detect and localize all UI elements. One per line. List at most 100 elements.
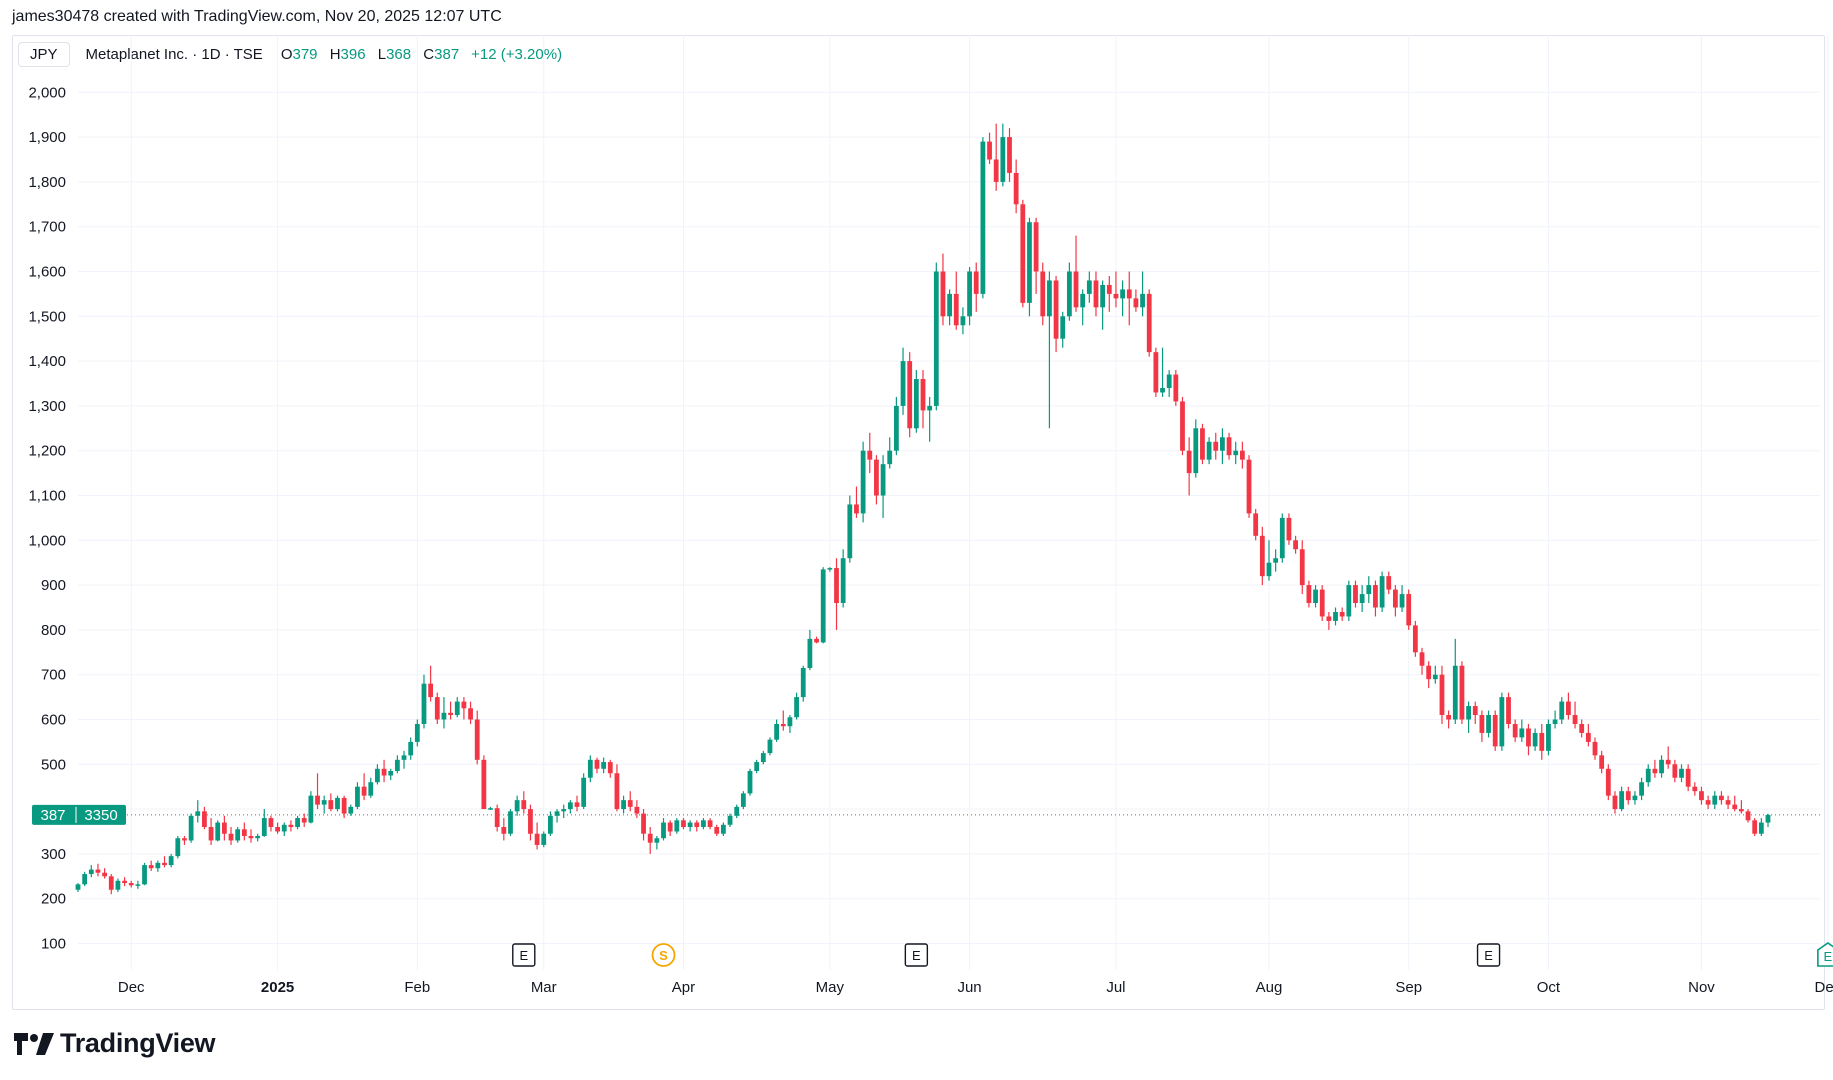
candle-body: [814, 638, 819, 643]
candle-body: [255, 835, 261, 839]
candle-body: [541, 833, 547, 845]
candle-body: [1346, 585, 1352, 617]
candle-body: [1286, 517, 1292, 541]
candle-body: [893, 405, 899, 451]
candle-body: [102, 872, 108, 877]
x-tick-label: Dec: [1815, 979, 1833, 996]
candle-body: [528, 809, 533, 834]
candle-body: [1386, 576, 1392, 590]
candle-body: [1585, 732, 1591, 742]
candle-body: [128, 883, 134, 886]
candle-body: [1412, 625, 1418, 653]
candle-body: [388, 771, 394, 776]
x-tick-label: Mar: [531, 979, 557, 996]
symbol-legend: JPY Metaplanet Inc. · 1D · TSE O379 H396…: [18, 41, 562, 67]
candle-body: [554, 811, 560, 816]
candle-body: [88, 869, 94, 875]
candle-body: [295, 818, 300, 828]
candle-body: [82, 874, 88, 885]
candle-body: [454, 701, 460, 716]
candle-body: [1120, 289, 1126, 299]
chart-credit: james30478 created with TradingView.com,…: [12, 8, 502, 25]
candle-body: [421, 683, 427, 724]
candle-body: [647, 833, 653, 843]
candle-body: [321, 800, 327, 805]
candle-body: [1246, 459, 1252, 514]
candle-body: [1539, 732, 1545, 751]
candle-body: [940, 271, 946, 317]
candle-body: [1233, 450, 1239, 456]
candle-body: [508, 811, 513, 834]
y-tick-label: 1,900: [28, 129, 66, 146]
candle-body: [474, 719, 480, 760]
candle-body: [947, 293, 953, 317]
open-value: 379: [292, 45, 318, 63]
last-price-tag: [32, 804, 126, 825]
candle-body: [854, 504, 859, 514]
candle-body: [1113, 293, 1119, 299]
candle-body: [581, 777, 587, 807]
candle-body: [1665, 759, 1671, 765]
candle-body: [1725, 800, 1731, 805]
candle-body: [1047, 280, 1052, 317]
candle-body: [1173, 374, 1179, 402]
candle-body: [308, 795, 314, 823]
candle-body: [188, 815, 194, 841]
candle-body: [1326, 616, 1332, 621]
candle-body: [521, 800, 527, 810]
x-tick-label: 2025: [261, 979, 294, 996]
candle-body: [1599, 755, 1605, 769]
candle-body: [1406, 594, 1412, 626]
candle-body: [1186, 450, 1192, 474]
candle-body: [1153, 352, 1159, 393]
earnings-event-label: E: [912, 948, 921, 963]
x-tick-label: Dec: [118, 979, 145, 996]
candle-body: [1040, 271, 1046, 317]
candle-body: [1652, 768, 1658, 774]
candle-body: [1299, 549, 1305, 586]
y-tick-label: 1,700: [28, 219, 66, 236]
candle-body: [667, 822, 673, 832]
candle-body: [228, 833, 234, 841]
y-tick-label: 1,800: [28, 174, 66, 191]
y-tick-label: 300: [41, 846, 66, 863]
candle-body: [1093, 280, 1099, 308]
candle-body: [1066, 271, 1072, 317]
candle-body: [1712, 795, 1718, 805]
low-value: 368: [386, 45, 412, 63]
y-tick-label: 100: [41, 936, 66, 953]
candle-body: [840, 558, 846, 604]
earnings-event-label: E: [1484, 948, 1493, 963]
close-label: C: [423, 45, 435, 63]
candle-body: [933, 271, 939, 406]
candle-body: [1306, 585, 1312, 604]
dividend-event-label: S: [659, 948, 668, 963]
candle-body: [428, 683, 434, 698]
candle-body: [1000, 137, 1006, 182]
candle-body: [1559, 701, 1565, 720]
candle-body: [1519, 728, 1525, 738]
close-value: 387: [434, 45, 460, 63]
candle-body: [1013, 172, 1019, 205]
candle-body: [561, 809, 567, 812]
candle-body: [1692, 786, 1698, 792]
candlestick-chart[interactable]: 100 200 300 500 600 700 800 900 1,000 1,100 1,200 1…: [0, 0, 1833, 1020]
candle-body: [1060, 316, 1066, 339]
candle-body: [641, 813, 646, 834]
symbol-title[interactable]: Metaplanet Inc. · 1D · TSE: [85, 45, 263, 63]
candle-body: [461, 701, 467, 709]
candle-body: [887, 450, 893, 465]
candle-body: [1106, 284, 1112, 294]
y-tick-label: 2,000: [28, 84, 66, 101]
currency-button[interactable]: JPY: [18, 41, 70, 67]
candle-body: [1758, 822, 1764, 834]
candle-body: [1293, 540, 1298, 550]
candle-body: [1639, 782, 1644, 796]
candle-body: [860, 450, 866, 514]
candle-body: [1572, 715, 1578, 724]
candle-body: [1685, 768, 1691, 787]
tradingview-brand[interactable]: TradingView: [14, 1028, 216, 1059]
candle-body: [348, 806, 354, 814]
candle-body: [927, 405, 933, 411]
candle-body: [1752, 820, 1758, 834]
